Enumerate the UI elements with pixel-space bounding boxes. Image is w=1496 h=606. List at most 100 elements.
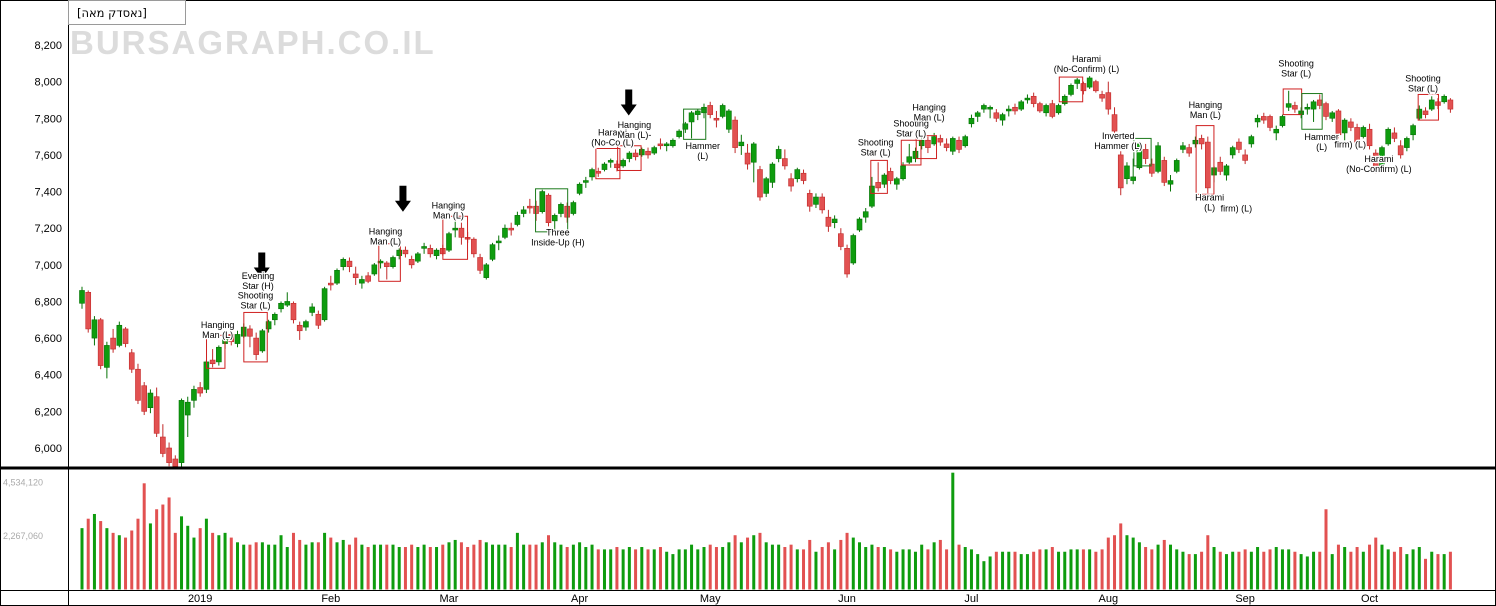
pattern-label: Hanging [912,103,946,113]
candle-body [1385,128,1391,145]
volume-bar [211,532,215,590]
volume-bar [1044,549,1048,590]
candle-body [651,147,658,154]
volume-bar [335,542,339,590]
price-axis-label: 6,800 [34,296,62,308]
candle-body [334,270,340,284]
volume-bar [198,528,202,590]
volume-bar [1386,549,1390,590]
volume-bar [1324,509,1328,590]
price-axis-label: 6,200 [34,406,62,418]
candle-body [937,138,944,143]
candle-body [1099,94,1105,99]
volume-bar [360,544,364,590]
volume-bar [1193,554,1197,590]
candle-body [296,324,303,332]
month-axis-label: Sep [1235,593,1255,605]
volume-bar [347,544,351,590]
candle-body [663,143,670,147]
volume-bar [80,528,84,590]
volume-bar [167,497,171,590]
volume-bar [403,547,407,590]
candle-body [974,112,981,117]
volume-bar [1262,551,1266,590]
volume-bar [920,544,924,590]
pattern-label: firm) (L) [1335,139,1367,149]
candle-body [1117,154,1124,189]
candle-body [1018,101,1025,110]
volume-bar [1305,556,1309,590]
candle-body [427,248,434,255]
volume-bar [1299,554,1303,590]
volume-bar [945,549,949,590]
candle-body [694,110,701,115]
volume-bar [584,547,588,590]
candle-body [315,313,322,326]
candle-body [738,141,745,147]
candle-body [135,368,141,401]
candle-body [632,152,639,158]
volume-bar [148,523,152,590]
candle-body [1093,81,1099,92]
volume-bar [260,542,264,590]
candle-body [197,387,203,394]
volume-bar [547,535,550,590]
pattern-box [535,188,569,233]
volume-bar [988,556,992,590]
pattern-label: firm) (L) [1221,203,1253,213]
volume-bar [1442,554,1446,590]
candle-body [1441,95,1447,103]
volume-bar [833,549,837,590]
volume-bar [845,532,849,590]
candle-body [160,436,166,454]
volume-bar [708,544,712,590]
volume-bar [733,535,737,590]
volume-bar [291,532,295,590]
candle-body [682,123,689,130]
pattern-box [1301,93,1323,130]
volume-bar [602,549,606,590]
candle-body [576,183,583,194]
volume-bar [441,544,445,590]
candle-body [744,152,751,165]
candle-body [1086,77,1093,88]
candle-body [79,290,85,304]
candle-body [1124,165,1130,180]
pattern-label: Shooting [1405,73,1441,83]
candle-body [968,117,975,125]
volume-bar [1063,551,1067,590]
pattern-label: (No-Confirm) (L) [1054,64,1120,74]
volume-bar [1057,551,1061,590]
volume-bar [1274,547,1278,590]
pattern-box [1195,125,1215,195]
candle-body [1348,121,1354,128]
candle-body [987,106,993,110]
volume-bar [652,549,656,590]
candle-body [458,227,465,238]
candle-body [1273,128,1280,134]
volume-bar [1405,554,1409,590]
volume-bar [99,521,103,590]
volume-bar [267,544,271,590]
candle-body [147,392,154,408]
candle-body [371,264,378,275]
candle-body [825,216,832,227]
volume-bar [770,544,774,590]
pattern-box [1058,76,1084,103]
candle-body [1335,110,1342,136]
pattern-label: Three [546,227,570,237]
volume-bar [596,549,600,590]
price-axis-label: 7,200 [34,223,62,235]
volume-bar [578,542,582,590]
down-arrow-icon [620,89,637,116]
volume-bar [795,549,799,590]
candle-body [1111,114,1118,132]
candle-body [1279,116,1286,126]
pattern-label: (No-Co (L) [591,137,634,147]
volume-bar [1318,551,1322,590]
month-axis-label: Aug [1099,593,1119,605]
volume-bar [478,539,482,590]
candle-body [1366,128,1373,147]
candle-body [763,178,770,194]
volume-bar [515,532,519,590]
